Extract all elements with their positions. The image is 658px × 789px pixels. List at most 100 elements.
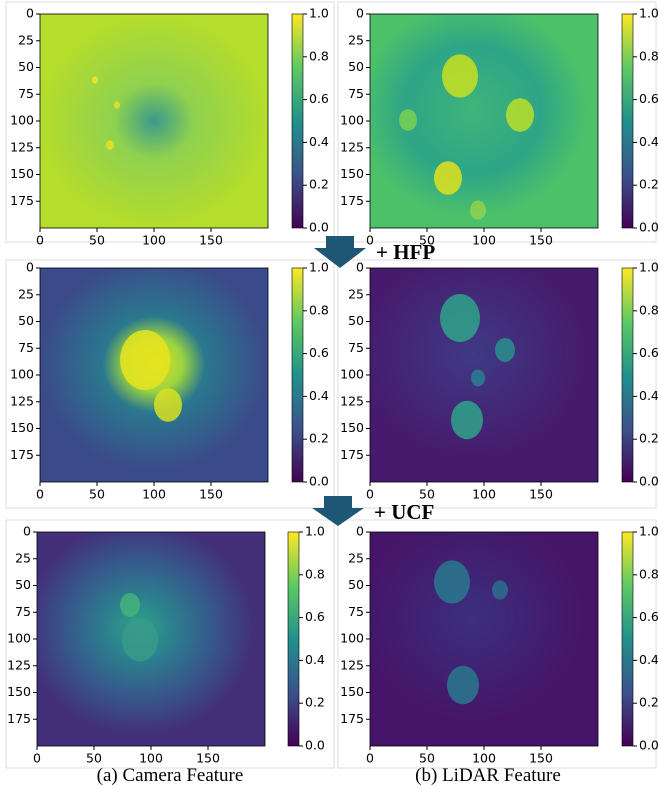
y-tick-label: 75: [18, 86, 34, 101]
x-tick-label: 100: [472, 233, 496, 248]
x-tick-label: 100: [142, 233, 166, 248]
y-tick-label: 0: [26, 6, 34, 21]
x-tick-label: 150: [196, 751, 220, 766]
colorbar-tick-label: 1.0: [309, 6, 329, 21]
y-tick-label: 100: [340, 631, 364, 646]
x-tick-label: 0: [36, 233, 44, 248]
y-tick-label: 25: [348, 550, 364, 565]
colorbar: [621, 267, 634, 483]
feature-blob: [399, 109, 417, 131]
y-tick-label: 175: [10, 447, 34, 462]
y-tick-label: 175: [340, 711, 364, 726]
colorbar-tick-label: 0.4: [639, 388, 658, 403]
colorbar-tick-label: 1.0: [639, 524, 658, 539]
colorbar-tick-label: 0.4: [639, 134, 658, 149]
colorbar-tick-label: 0.8: [309, 48, 329, 63]
y-tick-label: 175: [7, 711, 31, 726]
x-tick-label: 0: [366, 487, 374, 502]
feature-blob: [470, 200, 486, 220]
step-label: + HFP: [376, 240, 435, 264]
panel-box: [5, 1, 335, 243]
y-tick-label: 125: [7, 657, 31, 672]
x-tick-label: 50: [89, 233, 105, 248]
arrow: [314, 236, 366, 268]
y-tick-label: 100: [10, 113, 34, 128]
feature-blob: [492, 580, 508, 600]
colorbar-tick-label: 0.6: [309, 345, 329, 360]
y-tick-label: 100: [10, 367, 34, 382]
y-tick-label: 50: [348, 313, 364, 328]
colorbar-tick-label: 0.0: [639, 220, 658, 235]
colorbar-tick-label: 0.2: [305, 695, 325, 710]
y-tick-label: 75: [15, 604, 31, 619]
y-tick-label: 50: [15, 577, 31, 592]
y-tick-label: 150: [10, 420, 34, 435]
y-tick-label: 25: [348, 32, 364, 47]
x-tick-label: 0: [36, 487, 44, 502]
y-tick-label: 150: [7, 684, 31, 699]
y-tick-label: 75: [348, 604, 364, 619]
colorbar-tick-label: 0.2: [639, 177, 658, 192]
y-tick-label: 0: [23, 524, 31, 539]
y-tick-label: 25: [348, 286, 364, 301]
x-tick-label: 150: [529, 751, 553, 766]
y-tick-label: 175: [340, 447, 364, 462]
y-tick-label: 150: [10, 166, 34, 181]
colorbar-tick-label: 1.0: [639, 260, 658, 275]
y-tick-label: 75: [18, 340, 34, 355]
colorbar-tick-label: 0.0: [309, 220, 329, 235]
y-tick-label: 25: [18, 286, 34, 301]
heatmap: [370, 532, 598, 746]
colorbar-tick-label: 0.8: [639, 48, 658, 63]
y-tick-label: 100: [340, 367, 364, 382]
feature-blob: [434, 161, 462, 195]
feature-blob: [120, 593, 140, 617]
feature-blob: [471, 369, 485, 387]
y-tick-label: 50: [348, 577, 364, 592]
feature-blob: [154, 388, 182, 422]
x-tick-label: 50: [86, 751, 102, 766]
colorbar-tick-label: 1.0: [639, 6, 658, 21]
x-tick-label: 150: [199, 487, 223, 502]
x-tick-label: 100: [472, 751, 496, 766]
colorbar-tick-label: 0.6: [639, 91, 658, 106]
y-tick-label: 125: [340, 139, 364, 154]
colorbar-tick-label: 0.2: [639, 431, 658, 446]
x-tick-label: 50: [419, 233, 435, 248]
y-tick-label: 25: [18, 32, 34, 47]
panel-box: [337, 519, 657, 769]
x-tick-label: 0: [366, 233, 374, 248]
colorbar: [291, 13, 304, 229]
colorbar: [621, 13, 634, 229]
colorbar-tick-label: 0.6: [639, 345, 658, 360]
caption: (a) Camera Feature: [97, 765, 244, 786]
feature-blob: [434, 560, 470, 604]
panel-box: [337, 1, 657, 243]
y-tick-label: 125: [10, 139, 34, 154]
colorbar: [287, 531, 300, 747]
panel-box: [337, 259, 657, 509]
x-tick-label: 150: [529, 233, 553, 248]
feature-blob: [506, 98, 534, 132]
colorbar-tick-label: 0.4: [309, 388, 329, 403]
panel-box: [5, 519, 335, 769]
x-tick-label: 100: [472, 487, 496, 502]
colorbar-tick-label: 0.8: [305, 566, 325, 581]
colorbar-tick-label: 1.0: [309, 260, 329, 275]
colorbar: [291, 267, 304, 483]
feature-blob: [114, 101, 120, 109]
y-tick-label: 175: [10, 193, 34, 208]
y-tick-label: 100: [7, 631, 31, 646]
feature-blob: [447, 665, 479, 705]
colorbar-tick-label: 0.2: [309, 177, 329, 192]
x-tick-label: 50: [89, 487, 105, 502]
y-tick-label: 125: [340, 393, 364, 408]
x-tick-label: 50: [419, 751, 435, 766]
colorbar-tick-label: 0.2: [309, 431, 329, 446]
x-tick-label: 150: [529, 487, 553, 502]
colorbar: [621, 531, 634, 747]
colorbar-tick-label: 0.4: [309, 134, 329, 149]
colorbar-tick-label: 0.4: [639, 652, 658, 667]
y-tick-label: 175: [340, 193, 364, 208]
